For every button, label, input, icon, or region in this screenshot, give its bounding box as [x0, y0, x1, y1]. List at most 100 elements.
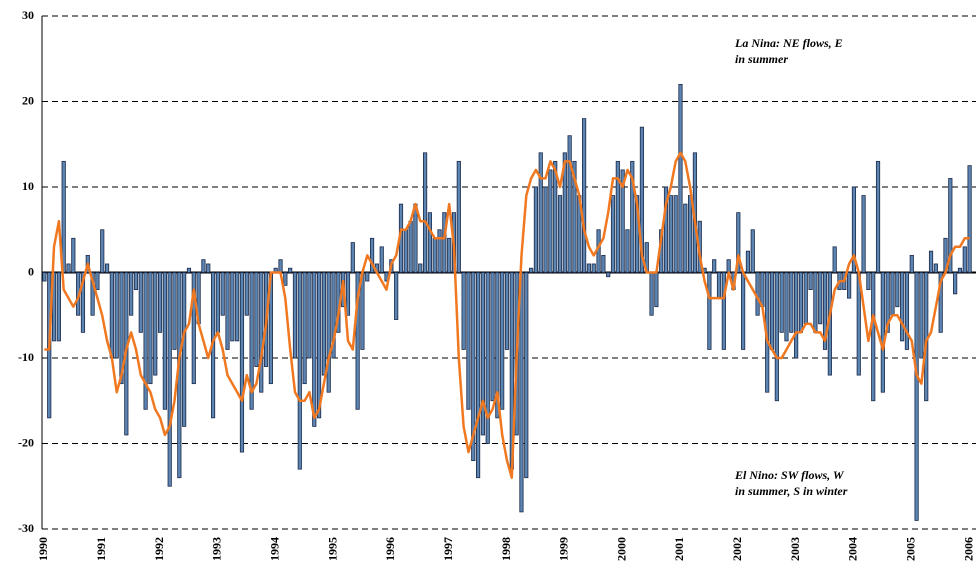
bar — [215, 272, 220, 333]
bar — [625, 229, 630, 273]
bar — [548, 169, 553, 273]
bar — [129, 272, 134, 316]
x-tick-label: 2000 — [614, 537, 628, 561]
x-tick-label: 1998 — [499, 537, 513, 561]
bar — [56, 272, 61, 342]
bar — [639, 126, 645, 273]
bar — [938, 272, 943, 333]
bar — [847, 272, 852, 299]
bar — [239, 272, 245, 453]
annotation: El Nino: SW flows, W — [734, 468, 845, 482]
bar — [543, 186, 548, 273]
bar — [500, 272, 505, 410]
bar — [283, 272, 288, 286]
bar — [495, 272, 500, 419]
y-tick-label: 30 — [22, 8, 34, 22]
bar — [779, 272, 784, 333]
bar — [784, 272, 789, 342]
bar — [167, 272, 172, 487]
bar — [345, 272, 351, 316]
bar — [153, 272, 158, 376]
bar — [225, 272, 230, 350]
bar — [808, 272, 813, 291]
bar — [485, 272, 490, 444]
bar — [726, 259, 731, 273]
bar — [369, 237, 375, 273]
bar — [933, 263, 938, 273]
bar — [302, 272, 307, 385]
bar — [249, 272, 254, 410]
bar — [307, 272, 312, 359]
bar — [316, 272, 322, 419]
bar — [957, 267, 963, 273]
bar — [610, 195, 616, 273]
bar — [206, 263, 211, 273]
bar — [591, 263, 596, 273]
bar — [895, 272, 900, 308]
y-tick-label: -10 — [18, 350, 34, 364]
bar — [880, 272, 885, 393]
line — [44, 151, 970, 479]
bar — [476, 272, 481, 479]
bar — [461, 272, 466, 350]
bar — [606, 272, 611, 278]
bar — [582, 118, 587, 273]
bar — [769, 272, 775, 350]
bar — [890, 272, 895, 316]
bar — [668, 195, 673, 273]
bar — [553, 160, 558, 273]
bar — [504, 272, 510, 350]
bar — [953, 272, 958, 295]
bar — [962, 246, 967, 273]
bar — [861, 195, 866, 273]
bar — [654, 272, 659, 308]
y-tick-label: 20 — [22, 93, 34, 107]
bar — [244, 272, 249, 316]
bar — [138, 272, 143, 333]
x-tick-label: 2002 — [730, 537, 744, 561]
bar — [191, 272, 196, 385]
y-tick-label: -30 — [18, 521, 34, 535]
bar — [866, 272, 871, 291]
bar — [220, 272, 225, 316]
bar — [904, 272, 910, 350]
bar — [80, 272, 86, 333]
bar — [851, 186, 857, 273]
x-tick-label: 1996 — [383, 537, 397, 561]
x-tick-label: 1991 — [94, 537, 108, 561]
bar — [119, 272, 124, 385]
bar — [350, 242, 355, 273]
bar — [259, 272, 264, 393]
bar — [201, 259, 206, 273]
bar — [403, 229, 408, 273]
bar — [321, 272, 326, 376]
bar — [967, 165, 972, 273]
bar — [557, 195, 563, 273]
bar — [418, 263, 423, 273]
bar — [533, 186, 538, 273]
bar — [567, 135, 572, 273]
bar — [900, 272, 905, 342]
bar — [818, 272, 823, 325]
bar — [278, 259, 283, 273]
bar — [948, 178, 953, 273]
x-tick-label: 2006 — [961, 537, 975, 561]
bar — [331, 272, 336, 359]
bar — [649, 272, 654, 316]
bar — [774, 272, 779, 402]
bar — [413, 203, 418, 273]
bar — [750, 229, 755, 273]
bar — [432, 237, 437, 273]
x-tick-label: 1994 — [267, 537, 281, 561]
bar — [914, 272, 919, 521]
bar — [456, 160, 461, 273]
bar — [442, 212, 447, 273]
bar — [254, 272, 259, 367]
bar — [794, 272, 799, 359]
bar — [832, 246, 837, 273]
bar — [133, 272, 139, 291]
bar — [114, 272, 119, 359]
bar — [100, 229, 105, 273]
bar — [524, 272, 529, 479]
x-tick-label: 2003 — [788, 537, 802, 561]
